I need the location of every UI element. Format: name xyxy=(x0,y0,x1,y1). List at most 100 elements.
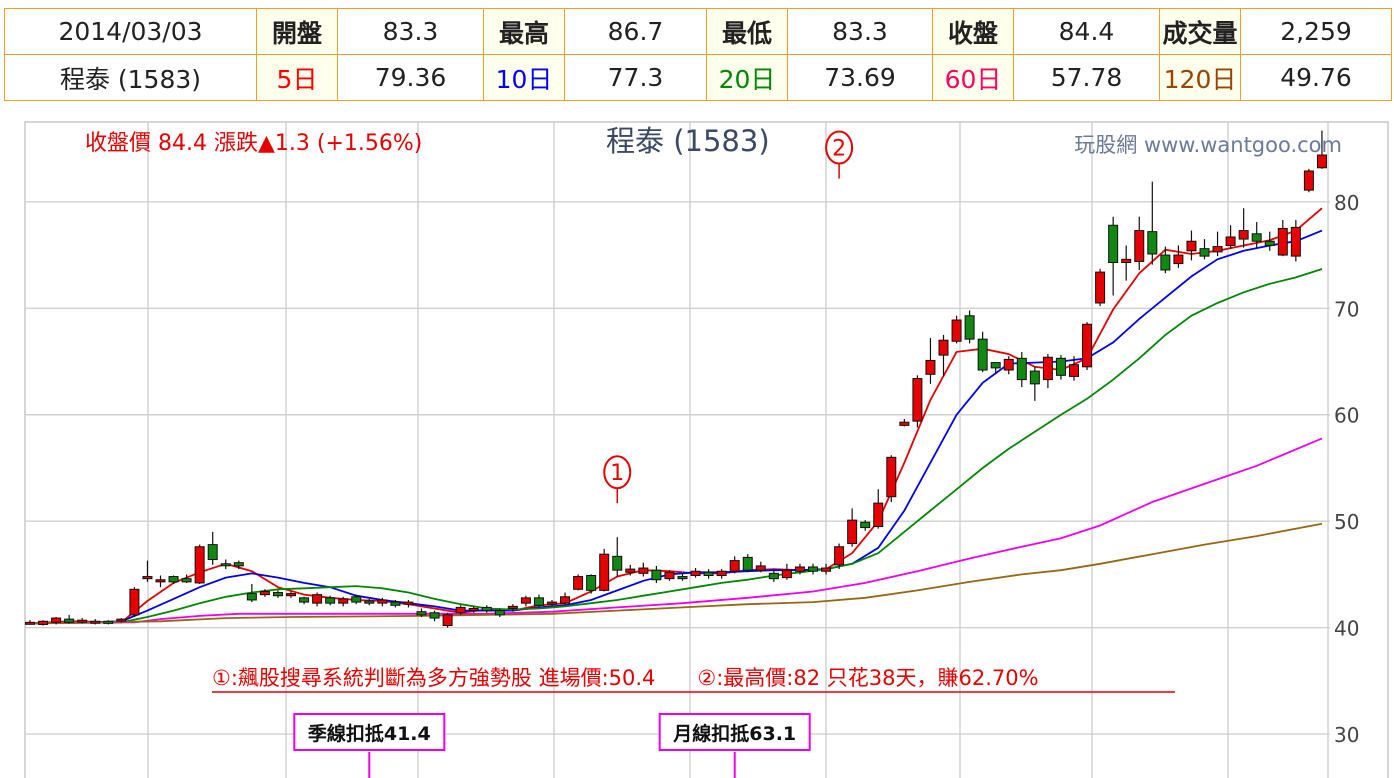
quote-cell-label: 60日 xyxy=(932,54,1014,101)
marker-label: 1 xyxy=(610,461,624,486)
candle-body xyxy=(338,598,349,604)
quote-cell-label: 5日 xyxy=(256,54,338,101)
candle-body xyxy=(351,596,362,603)
candle-body xyxy=(1042,356,1053,381)
candle-body xyxy=(220,563,231,567)
candle-body xyxy=(742,556,753,571)
quote-row-ma: 程泰 (1583) 5日 79.36 10日 77.3 20日 73.69 60日 57.78 1… xyxy=(4,54,1392,101)
marker-circle xyxy=(825,130,854,165)
candle-body xyxy=(925,359,936,375)
candle-body xyxy=(325,597,336,604)
deduction-label: 月線扣抵63.1 xyxy=(672,722,796,745)
quote-cell-label: 開盤 xyxy=(256,8,338,55)
candle-body xyxy=(1186,240,1197,252)
candle-body xyxy=(781,569,792,579)
candle-body xyxy=(51,617,62,623)
candle-body xyxy=(299,597,310,603)
candle-body xyxy=(429,612,440,619)
candle-body xyxy=(1108,224,1119,264)
candle-body xyxy=(507,605,518,609)
candle-body xyxy=(755,565,766,571)
candle-body xyxy=(1251,233,1262,242)
plot-frame xyxy=(24,121,1389,778)
deduction-box xyxy=(293,713,446,751)
candle-body xyxy=(886,456,897,498)
candle-body xyxy=(168,576,179,583)
quote-cell-value: 83.3 xyxy=(337,8,484,55)
candle-body xyxy=(573,576,584,590)
deduction-labels: 季線扣抵41.4 月線扣抵63.1 xyxy=(293,713,811,778)
candle-body xyxy=(1199,248,1210,257)
candle-body xyxy=(1016,357,1027,381)
quote-cell-value: 2,259 xyxy=(1240,8,1392,55)
candle-body xyxy=(468,607,479,611)
candle-body xyxy=(964,315,975,340)
candle-body xyxy=(1303,170,1314,191)
quote-row-price: 2014/03/03 開盤 83.3 最高 86.7 最低 83.3 收盤 84.4 成交量 2,2… xyxy=(4,8,1392,55)
candle-body xyxy=(716,570,727,576)
candle-body xyxy=(612,555,623,571)
candle-body xyxy=(1134,230,1145,262)
quote-cell-value: 83.3 xyxy=(787,8,933,55)
candle-body xyxy=(1082,323,1093,368)
candle-body xyxy=(403,601,414,605)
quote-cell-value: 84.4 xyxy=(1013,8,1160,55)
quote-table: 2014/03/03 開盤 83.3 最高 86.7 最低 83.3 收盤 84.4 成交量 2,2… xyxy=(4,8,1392,101)
candle-body xyxy=(768,572,779,580)
y-tick-label: 70 xyxy=(1334,297,1359,321)
quote-cell-value: 2014/03/03 xyxy=(4,8,257,55)
candle-body xyxy=(1029,370,1040,385)
candle-body xyxy=(860,521,871,529)
candle-body xyxy=(416,611,427,616)
candle-body xyxy=(1003,358,1014,371)
candle-body xyxy=(938,339,949,356)
candle-body xyxy=(912,378,923,422)
candle-body xyxy=(38,620,49,625)
candle-body xyxy=(129,588,140,616)
candle-body xyxy=(259,590,270,596)
candle-body xyxy=(599,553,610,591)
quote-cell-value: 73.69 xyxy=(787,54,933,101)
candle-body xyxy=(390,601,401,606)
candle-body xyxy=(1095,271,1106,304)
candle-body xyxy=(1238,230,1249,240)
quote-cell-label: 10日 xyxy=(483,54,565,101)
candle-body xyxy=(847,519,858,545)
candle-body xyxy=(1277,227,1288,256)
candle-body xyxy=(494,610,505,616)
ma-line-120日 xyxy=(29,522,1323,625)
strategy-note: ①:飆股搜尋系統判斷為多方強勢股 進場價:50.4 ②:最高價:82 只花38天… xyxy=(212,666,1039,690)
candle-body xyxy=(90,620,101,624)
candle-body xyxy=(1225,236,1236,246)
candle-body xyxy=(207,544,218,561)
candle-body xyxy=(246,593,257,601)
quote-cell-value: 79.36 xyxy=(337,54,484,101)
candle-body xyxy=(1160,254,1171,271)
y-axis: 80 70 60 50 40 30 xyxy=(1334,191,1359,747)
candle-body xyxy=(442,614,453,627)
y-tick-label: 50 xyxy=(1334,510,1359,534)
candle-body xyxy=(286,593,296,597)
price-text: 收盤價 84.4 漲跌▲1.3 (+1.56%) xyxy=(85,131,422,156)
candle-body xyxy=(651,569,662,581)
quote-cell-label: 120日 xyxy=(1159,54,1241,101)
candle-body xyxy=(533,597,544,606)
candles xyxy=(25,130,1327,628)
candle-body xyxy=(1264,240,1275,246)
candle-body xyxy=(272,592,283,597)
ma-line-20日 xyxy=(29,268,1323,625)
candle-body xyxy=(873,502,884,528)
marker-circle xyxy=(603,455,632,490)
quote-cell-value: 86.7 xyxy=(564,8,707,55)
y-tick-label: 40 xyxy=(1334,617,1359,641)
candle-body xyxy=(951,319,962,342)
candle-body xyxy=(1212,246,1223,253)
candle-body xyxy=(586,574,597,591)
quote-cell-value: 49.76 xyxy=(1240,54,1392,101)
deduction-box xyxy=(658,713,811,751)
candle-body xyxy=(977,338,988,371)
candle-body xyxy=(560,596,571,604)
candle-body xyxy=(481,606,492,612)
watermark: 玩股網 www.wantgoo.com xyxy=(1074,133,1342,157)
signal-markers: 12 xyxy=(603,130,854,504)
